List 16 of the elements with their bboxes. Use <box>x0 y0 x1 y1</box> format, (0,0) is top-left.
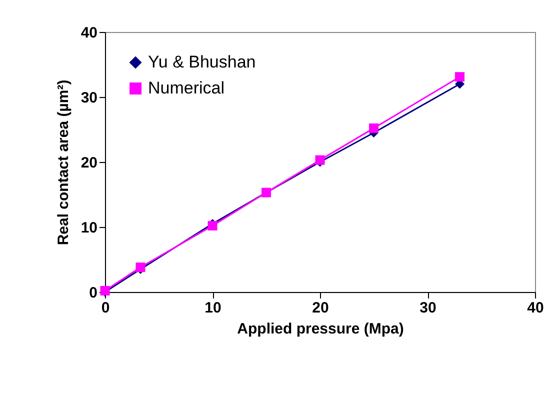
y-tick-label: 40 <box>80 24 98 42</box>
y-axis-title: Real contact area (µm²) <box>54 80 72 246</box>
y-tick-label: 0 <box>89 284 98 302</box>
y-tick-label: 30 <box>80 90 98 106</box>
y-tick-label: 20 <box>80 154 98 172</box>
y-tick-label: 10 <box>80 220 98 236</box>
point <box>455 72 464 82</box>
x-tick-label: 10 <box>204 300 222 316</box>
legend-label: Yu & Bhushan <box>148 52 256 72</box>
x-tick-label: 20 <box>312 300 329 316</box>
x-tick-label: 40 <box>527 300 544 316</box>
x-axis-title: Applied pressure (Mpa) <box>237 320 404 338</box>
legend-label: Numerical <box>148 78 225 98</box>
point <box>369 123 378 133</box>
x-tick-label: 30 <box>420 300 436 316</box>
x-tick-label: 0 <box>101 300 110 316</box>
